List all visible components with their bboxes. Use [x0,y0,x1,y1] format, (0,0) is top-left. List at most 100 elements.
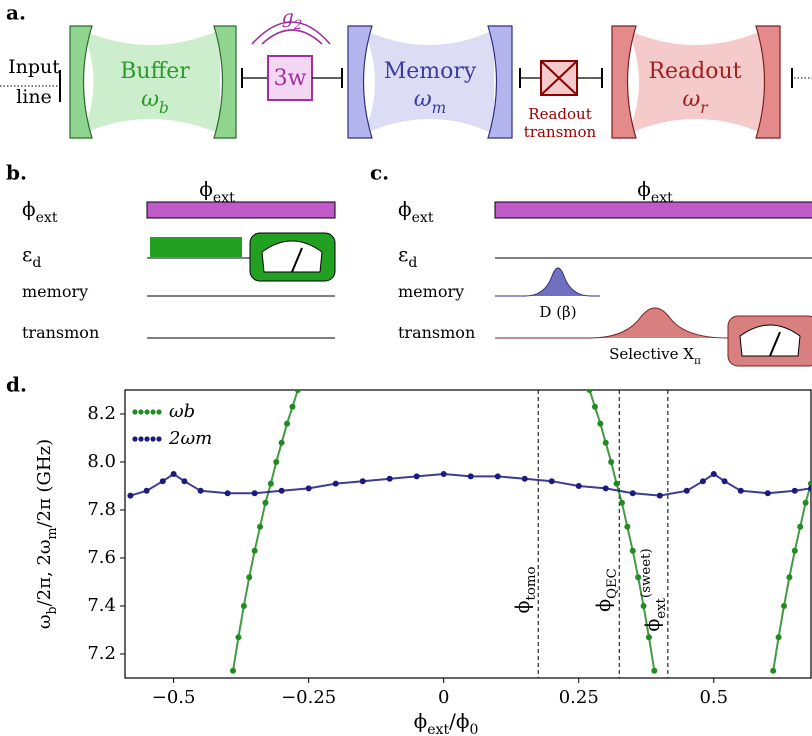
legend-marker [144,409,150,415]
data-point [791,547,798,554]
row-label: memory [22,282,88,301]
data-point [284,420,291,427]
data-point [440,471,447,477]
row-label-run: ext [36,210,58,226]
panel-label: d. [6,373,27,397]
panel-title-run: ϕ [199,177,213,201]
data-point [575,483,582,489]
panel-title: ϕext [199,177,235,207]
y-axis-label-run: ω [34,614,55,629]
legend-marker [156,409,162,415]
data-point [683,487,690,494]
data-point [224,490,231,497]
panel-title-run: ext [213,190,235,206]
data-point [548,478,555,485]
legend-label: ωb [169,401,195,422]
data-point [251,490,258,497]
legend-marker [138,436,144,442]
row-label-run: memory [22,282,88,301]
reference-label: ϕQEC [593,568,620,612]
data-point [651,667,658,674]
flux-pulse [146,201,336,219]
row-label-run: ϕ [398,197,412,221]
readout-symbol-run: r [700,99,709,117]
data-point [645,634,652,641]
y-axis-label: ωb/2π, 2ωm/2π (GHz) [34,439,59,629]
data-point [602,485,609,492]
plot-frame [124,389,812,679]
row-label: transmon [398,323,475,342]
panel-label: c. [370,161,389,185]
row-label: ϕext [22,197,58,227]
data-point [197,487,204,494]
y-tick-label: 7.6 [87,547,116,568]
y-tick-label: 7.4 [87,595,116,616]
legend-marker [132,409,138,415]
data-point [786,574,793,581]
data-point [656,492,663,499]
y-axis-label-run: /2π (GHz) [34,439,55,528]
data-point [332,480,339,487]
data-point [278,487,285,494]
input-label: Input [8,56,60,78]
readout-mode [628,30,764,134]
x-tick-label: 0.25 [559,687,599,708]
buffer-symbol: ωb [141,87,169,117]
y-axis-label-run: m [44,527,59,539]
data-point [635,574,642,581]
y-axis-label-run: /2π, 2ω [34,539,55,606]
row-label-run: ε [398,242,408,266]
y-tick-label: 7.2 [87,643,116,664]
reference-label-run: ϕ [642,619,664,632]
data-point [273,459,280,465]
data-point [230,667,237,674]
readout-label: Readout [648,59,741,84]
coupling-arrow [251,21,331,45]
panel-title-run: ϕ [637,177,651,201]
pulse-label: Selective Xπ [609,345,701,367]
panel-label: b. [6,161,27,185]
data-point [797,523,804,530]
readout-symbol-run: ω [682,87,700,112]
pulse-label-run: Selective X [609,345,694,363]
plot-area [127,390,811,678]
pulse-label-run: π [694,355,701,367]
input-label: line [16,86,52,108]
data-point [764,490,771,497]
data-point [591,403,598,410]
meter [739,324,801,357]
memory-symbol: ωm [414,87,447,117]
selective-pulse [495,307,729,339]
row-label: transmon [22,323,99,342]
legend-label: 2ωm [168,428,212,449]
data-point [629,547,636,554]
reference-label-run: QEC [605,568,620,599]
data-point [494,473,501,480]
legend-marker [144,436,150,442]
data-point [240,603,247,609]
x-axis-label-run: 0 [469,722,478,736]
legend-marker [156,436,162,442]
coupling-arrow [261,29,323,45]
schematic [0,21,812,139]
drive-pulse [150,237,242,257]
data-point [257,523,264,530]
x-axis-label-run: ext [427,722,449,736]
row-label: εd [22,242,41,272]
coupling-label: g2 [282,6,303,33]
row-label: ϕext [398,197,434,227]
data-point [608,459,615,465]
y-tick-label: 8.0 [87,451,116,472]
reference-label: ϕext(sweet) [639,548,669,631]
data-point [791,487,798,494]
legend-marker [150,409,156,415]
buffer-symbol-run: ω [141,87,159,112]
mirror [755,25,781,139]
data-point [808,485,811,492]
reference-label-run: (sweet) [639,548,654,598]
x-axis-label-run: /ϕ [449,709,469,733]
x-tick-label: 0 [438,687,449,708]
data-point [294,390,301,393]
mirror [347,25,373,139]
meter-needle [769,331,781,357]
